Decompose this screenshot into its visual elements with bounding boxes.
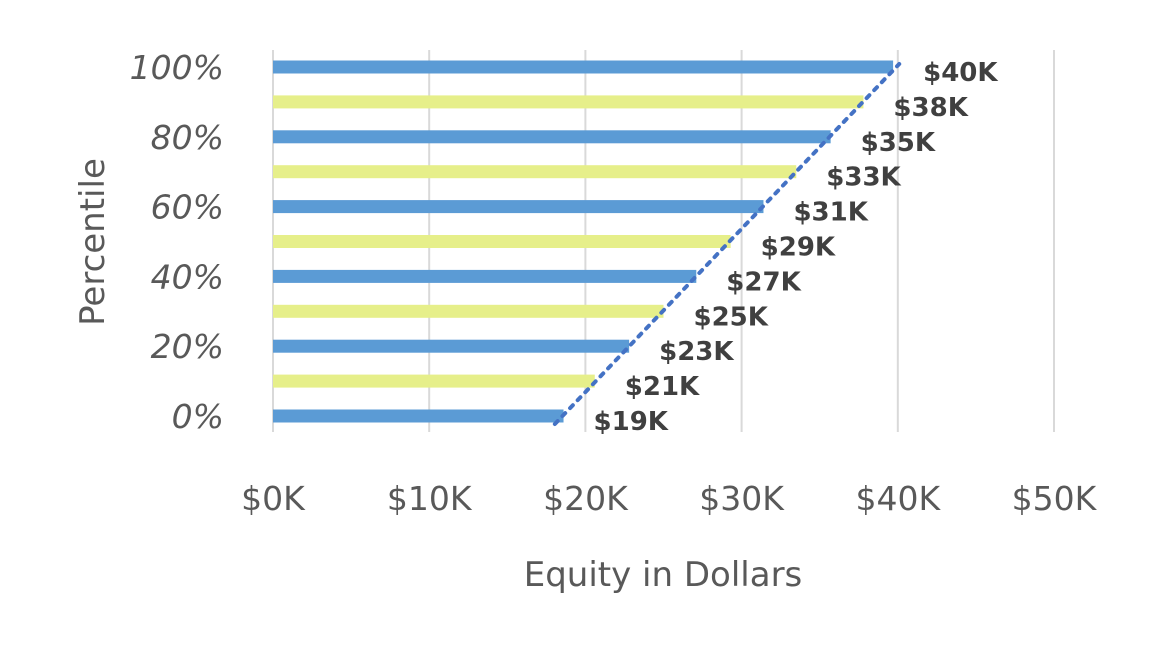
- data-label: $35K: [861, 128, 936, 158]
- y-tick-label: 0%: [172, 397, 224, 436]
- bar: [273, 269, 697, 283]
- y-tick-label: 80%: [151, 118, 224, 157]
- bar: [273, 304, 664, 318]
- data-label: $23K: [659, 337, 734, 367]
- bar: [273, 95, 864, 109]
- y-tick-label: 100%: [130, 48, 224, 87]
- bar: [273, 200, 764, 214]
- data-label: $31K: [793, 198, 868, 228]
- data-label: $33K: [826, 163, 901, 193]
- data-label: $19K: [594, 407, 669, 437]
- bar: [273, 60, 894, 74]
- y-tick-label: 60%: [151, 188, 224, 227]
- bar: [273, 374, 595, 388]
- bar: [273, 409, 564, 423]
- x-axis-title: Equity in Dollars: [524, 555, 803, 595]
- x-tick-label: $20K: [543, 479, 629, 518]
- y-tick-label: 40%: [151, 257, 224, 296]
- y-axis-title: Percentile: [73, 158, 113, 326]
- x-tick-label: $0K: [241, 479, 306, 518]
- bar: [273, 165, 797, 179]
- x-tick-label: $30K: [699, 479, 785, 518]
- x-tick-label: $40K: [855, 479, 941, 518]
- data-label: $21K: [625, 372, 700, 402]
- bar: [273, 235, 731, 248]
- x-tick-label: $50K: [1012, 479, 1098, 518]
- data-label: $27K: [726, 267, 801, 297]
- bar: [273, 339, 630, 353]
- y-tick-label: 20%: [151, 327, 224, 366]
- bar: [273, 130, 831, 144]
- data-label: $25K: [694, 302, 769, 332]
- x-tick-label: $10K: [387, 479, 473, 518]
- data-label: $40K: [923, 58, 998, 88]
- data-label: $29K: [761, 233, 836, 263]
- data-label: $38K: [893, 93, 968, 123]
